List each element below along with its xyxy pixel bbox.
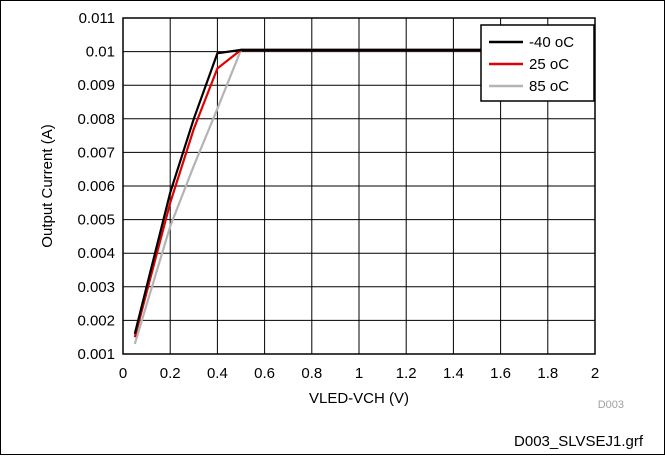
legend-label: -40 oC: [529, 34, 574, 51]
y-tick-label: 0.003: [77, 279, 115, 296]
y-tick-label: 0.01: [86, 44, 115, 61]
y-tick-label: 0.004: [77, 245, 115, 262]
series-lines: [133, 48, 595, 345]
watermark-label: D003: [598, 399, 624, 411]
y-tick-label: 0.008: [77, 111, 115, 128]
x-tick-label: 1.8: [537, 365, 558, 382]
y-axis-label: Output Current (A): [39, 124, 56, 247]
y-tick-labels: 0.001 0.002 0.003 0.004 0.005 0.006 0.007 0.008…: [77, 10, 115, 363]
footer-filename: D003_SLVSEJ1.grf: [514, 433, 644, 450]
y-tick-label: 0.001: [77, 346, 115, 363]
legend-label: 25 oC: [529, 56, 569, 73]
x-tick-label: 0.8: [301, 365, 322, 382]
x-tick-label: 1.2: [396, 365, 417, 382]
series-line: [133, 48, 595, 335]
x-tick-label: 1: [355, 365, 363, 382]
x-tick-label: 0.4: [207, 365, 228, 382]
plot-area-border: [122, 17, 596, 355]
x-tick-label: 1.6: [490, 365, 511, 382]
legend: -40 oC 25 oC 85 oC: [480, 24, 595, 102]
y-tick-label: 0.006: [77, 178, 115, 195]
y-tick-label: 0.002: [77, 312, 115, 329]
x-tick-label: 0.2: [160, 365, 181, 382]
x-tick-label: 0.6: [254, 365, 275, 382]
x-tick-label: 2: [591, 365, 599, 382]
legend-label: 85 oC: [529, 78, 569, 95]
x-tick-label: 0: [119, 365, 127, 382]
x-axis-label: VLED-VCH (V): [309, 390, 409, 407]
y-tick-label: 0.005: [77, 212, 115, 229]
y-tick-label: 0.007: [77, 144, 115, 161]
x-tick-label: 1.4: [443, 365, 464, 382]
y-tick-label: 0.009: [77, 77, 115, 94]
y-tick-label: 0.011: [79, 10, 115, 27]
x-tick-labels: 0 0.2 0.4 0.6 0.8 1 1.2 1.4 1.6 1.8 2: [119, 365, 599, 382]
